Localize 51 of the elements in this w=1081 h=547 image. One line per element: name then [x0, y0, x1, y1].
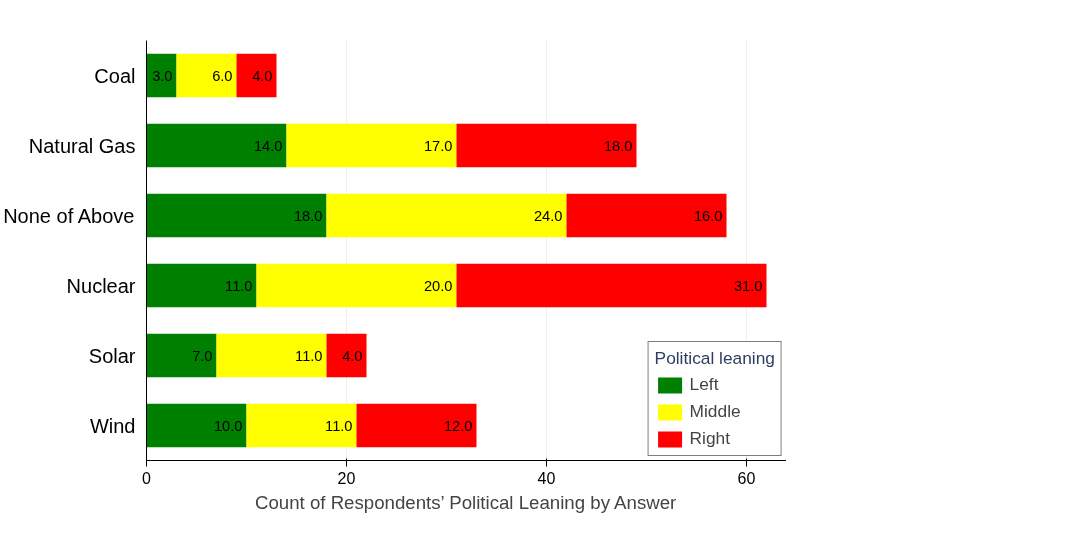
data-label: 10.0	[213, 417, 243, 434]
bar	[456, 123, 637, 168]
data-label: 4.0	[252, 67, 273, 84]
y-tick-label: Solar	[88, 344, 136, 367]
data-label: 18.0	[603, 137, 633, 154]
legend-label: Left	[689, 374, 719, 395]
data-label: 14.0	[253, 137, 283, 154]
bar	[456, 263, 767, 308]
y-tick-label: None of Above	[3, 204, 135, 227]
bar	[146, 263, 257, 308]
y-tick-label: Natural Gas	[28, 134, 136, 157]
data-label: 20.0	[423, 277, 453, 294]
y-tick-label: Nuclear	[66, 274, 136, 297]
data-label: 12.0	[443, 417, 473, 434]
data-label: 7.0	[192, 347, 213, 364]
bar	[176, 53, 237, 98]
y-tick-label: Coal	[94, 64, 136, 87]
data-label: 17.0	[423, 137, 453, 154]
data-label: 11.0	[325, 417, 353, 434]
bar	[256, 263, 457, 308]
x-tick-label: 0	[142, 469, 152, 487]
bar	[326, 333, 367, 378]
bar	[286, 123, 457, 168]
data-label: 31.0	[733, 277, 763, 294]
bar	[236, 53, 277, 98]
x-tick-label: 60	[737, 469, 756, 487]
data-label: 3.0	[152, 67, 173, 84]
bar	[146, 123, 287, 168]
data-label: 18.0	[293, 207, 323, 224]
x-axis-title: Count of Respondents’ Political Leaning by Answer	[254, 491, 677, 513]
bar	[356, 403, 477, 448]
data-label: 11.0	[295, 347, 323, 364]
data-label: 11.0	[225, 277, 253, 294]
data-label: 24.0	[533, 207, 563, 224]
bar	[246, 403, 357, 448]
legend-title: Political leaning	[654, 348, 775, 369]
bar	[566, 193, 727, 238]
bar	[146, 53, 177, 98]
legend-label: Middle	[689, 401, 741, 422]
y-tick-label: Wind	[89, 414, 136, 437]
x-tick-label: 20	[337, 469, 356, 487]
legend-label: Right	[689, 428, 731, 449]
x-tick-label: 40	[537, 469, 556, 487]
bar	[216, 333, 327, 378]
data-label: 6.0	[212, 67, 233, 84]
data-label: 16.0	[693, 207, 723, 224]
bar	[146, 193, 327, 238]
data-label: 4.0	[342, 347, 363, 364]
bar	[146, 403, 247, 448]
bar	[146, 333, 217, 378]
bar	[326, 193, 567, 238]
